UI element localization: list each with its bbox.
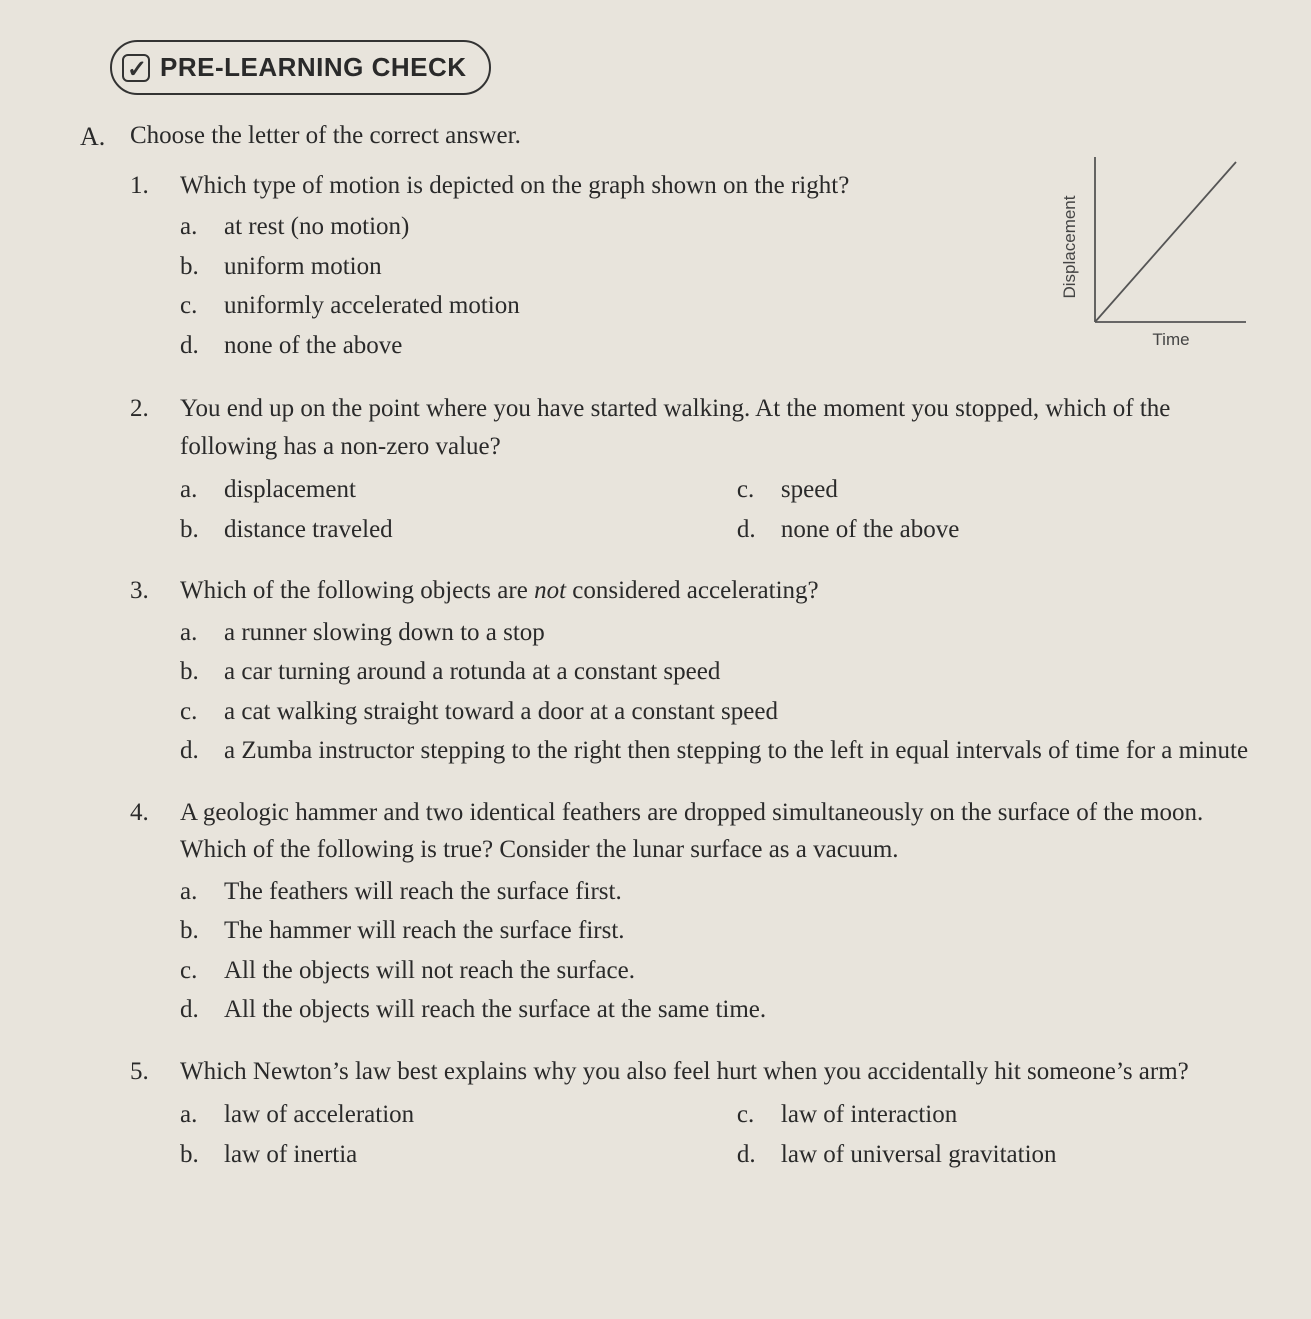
choice-text: uniform motion bbox=[224, 248, 1041, 286]
question-2: 2. You end up on the point where you hav… bbox=[130, 390, 1251, 550]
choice-letter: b. bbox=[180, 653, 224, 691]
choice-text: All the objects will not reach the surfa… bbox=[224, 952, 1251, 990]
choice-text: uniformly accelerated motion bbox=[224, 287, 1041, 325]
choice-letter: d. bbox=[180, 327, 224, 365]
question-stem: Which of the following objects are not c… bbox=[180, 572, 1251, 610]
choice-text: The hammer will reach the surface first. bbox=[224, 912, 1251, 950]
choice: d.law of universal gravitation bbox=[737, 1136, 1251, 1174]
choice: a.at rest (no motion) bbox=[180, 208, 1041, 246]
question-number: 1. bbox=[130, 167, 180, 369]
choice-text: at rest (no motion) bbox=[224, 208, 1041, 246]
choice: c.a cat walking straight toward a door a… bbox=[180, 693, 1251, 731]
choice: c.uniformly accelerated motion bbox=[180, 287, 1041, 325]
choice-letter: b. bbox=[180, 1136, 224, 1174]
choice-text: The feathers will reach the surface firs… bbox=[224, 873, 1251, 911]
choice: b.uniform motion bbox=[180, 248, 1041, 286]
choice: c.law of interaction bbox=[737, 1096, 1251, 1134]
section-a: A. Choose the letter of the correct answ… bbox=[80, 117, 1251, 1197]
choice-letter: c. bbox=[180, 693, 224, 731]
choice-letter: c. bbox=[737, 1096, 781, 1134]
question-stem: You end up on the point where you have s… bbox=[180, 390, 1251, 465]
question-stem: A geologic hammer and two identical feat… bbox=[180, 794, 1251, 869]
choice-text: law of interaction bbox=[781, 1096, 1251, 1134]
question-number: 2. bbox=[130, 390, 180, 550]
question-stem: Which Newton’s law best explains why you… bbox=[180, 1053, 1251, 1091]
choice-letter: d. bbox=[737, 511, 781, 549]
choice-letter: b. bbox=[180, 248, 224, 286]
graph-line bbox=[1095, 162, 1236, 322]
displacement-time-graph: Displacement Time bbox=[1061, 147, 1251, 369]
page: PRE-LEARNING CHECK A. Choose the letter … bbox=[0, 0, 1311, 1237]
section-body: Choose the letter of the correct answer.… bbox=[130, 117, 1251, 1197]
graph-x-label: Time bbox=[1152, 330, 1189, 349]
question-body: Which of the following objects are not c… bbox=[180, 572, 1251, 772]
choice-letter: c. bbox=[180, 287, 224, 325]
question-body: A geologic hammer and two identical feat… bbox=[180, 794, 1251, 1031]
choice: c.All the objects will not reach the sur… bbox=[180, 952, 1251, 990]
choice-letter: c. bbox=[737, 471, 781, 509]
header-title: PRE-LEARNING CHECK bbox=[160, 48, 467, 87]
choice-letter: a. bbox=[180, 208, 224, 246]
choice-text: distance traveled bbox=[224, 511, 737, 549]
choice: d.none of the above bbox=[737, 511, 1251, 549]
choice: c.speed bbox=[737, 471, 1251, 509]
choice-text: law of acceleration bbox=[224, 1096, 737, 1134]
choice-text: displacement bbox=[224, 471, 737, 509]
choice-text: law of inertia bbox=[224, 1136, 737, 1174]
question-body: You end up on the point where you have s… bbox=[180, 390, 1251, 550]
choice-text: a Zumba instructor stepping to the right… bbox=[224, 732, 1251, 770]
choice-text: law of universal gravitation bbox=[781, 1136, 1251, 1174]
choice-letter: b. bbox=[180, 511, 224, 549]
choice: a.law of acceleration bbox=[180, 1096, 737, 1134]
question-number: 3. bbox=[130, 572, 180, 772]
choice-letter: d. bbox=[180, 732, 224, 770]
choice: b.law of inertia bbox=[180, 1136, 737, 1174]
question-5: 5. Which Newton’s law best explains why … bbox=[130, 1053, 1251, 1176]
graph-svg: Displacement Time bbox=[1061, 147, 1251, 357]
choice-text: a runner slowing down to a stop bbox=[224, 614, 1251, 652]
choice-letter: d. bbox=[180, 991, 224, 1029]
choice: a.The feathers will reach the surface fi… bbox=[180, 873, 1251, 911]
choice: a.a runner slowing down to a stop bbox=[180, 614, 1251, 652]
choice: d.All the objects will reach the surface… bbox=[180, 991, 1251, 1029]
question-3: 3. Which of the following objects are no… bbox=[130, 572, 1251, 772]
choice-letter: a. bbox=[180, 471, 224, 509]
question-1: 1. Which type of motion is depicted on t… bbox=[130, 167, 1251, 369]
choice-letter: d. bbox=[737, 1136, 781, 1174]
choice-letter: b. bbox=[180, 912, 224, 950]
choice-text: speed bbox=[781, 471, 1251, 509]
choice-letter: a. bbox=[180, 873, 224, 911]
graph-y-label: Displacement bbox=[1061, 195, 1079, 298]
choice: d.none of the above bbox=[180, 327, 1041, 365]
check-icon bbox=[122, 54, 150, 82]
choice: b.The hammer will reach the surface firs… bbox=[180, 912, 1251, 950]
choice: b.distance traveled bbox=[180, 511, 737, 549]
question-4: 4. A geologic hammer and two identical f… bbox=[130, 794, 1251, 1031]
question-number: 4. bbox=[130, 794, 180, 1031]
choice-text: none of the above bbox=[224, 327, 1041, 365]
question-stem: Which type of motion is depicted on the … bbox=[180, 167, 1041, 205]
choice-text: a car turning around a rotunda at a cons… bbox=[224, 653, 1251, 691]
header-pill: PRE-LEARNING CHECK bbox=[110, 40, 491, 95]
choice: b.a car turning around a rotunda at a co… bbox=[180, 653, 1251, 691]
question-body: Which Newton’s law best explains why you… bbox=[180, 1053, 1251, 1176]
choice-text: a cat walking straight toward a door at … bbox=[224, 693, 1251, 731]
question-number: 5. bbox=[130, 1053, 180, 1176]
section-letter: A. bbox=[80, 117, 130, 1197]
choice-letter: a. bbox=[180, 614, 224, 652]
choice-letter: c. bbox=[180, 952, 224, 990]
choice-text: none of the above bbox=[781, 511, 1251, 549]
choice: d.a Zumba instructor stepping to the rig… bbox=[180, 732, 1251, 770]
choice-letter: a. bbox=[180, 1096, 224, 1134]
choice-text: All the objects will reach the surface a… bbox=[224, 991, 1251, 1029]
choice: a.displacement bbox=[180, 471, 737, 509]
question-body: Which type of motion is depicted on the … bbox=[180, 167, 1251, 369]
